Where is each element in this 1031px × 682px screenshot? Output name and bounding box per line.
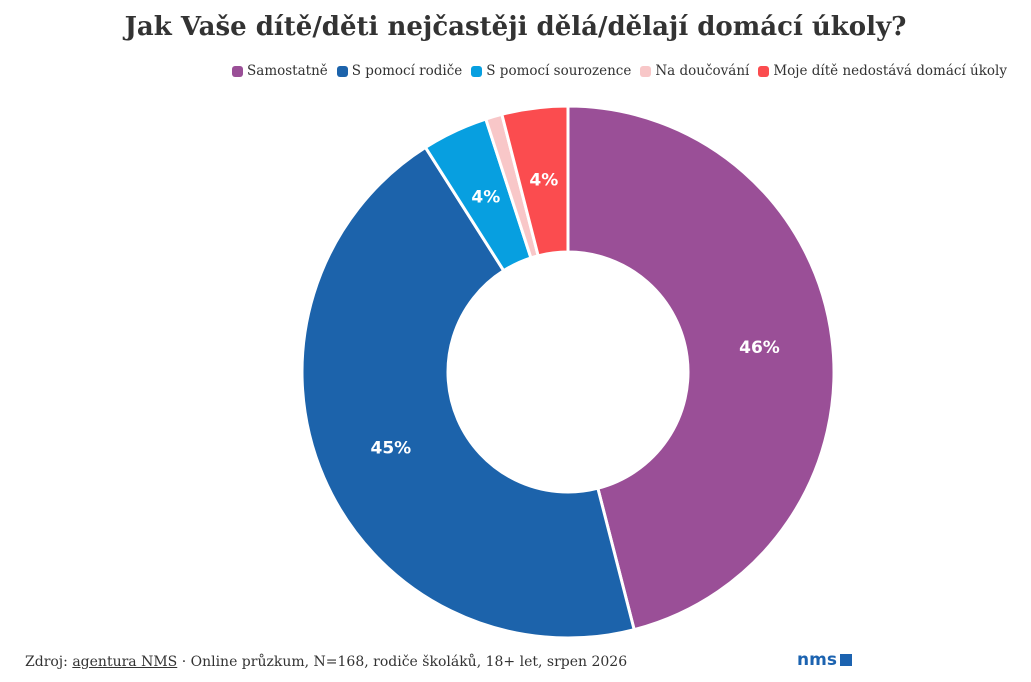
legend-item-s-pomoci-rodice[interactable]: S pomocí rodiče (336, 63, 463, 79)
footer-note: Online průzkum, N=168, rodiče školáků, 1… (190, 654, 628, 670)
legend-item-bez-ukolu[interactable]: Moje dítě nedostává domácí úkoly (758, 63, 1007, 79)
legend-swatch (758, 65, 770, 77)
source-link[interactable]: agentura NMS (72, 654, 178, 670)
legend-label: Na doučování (655, 63, 750, 79)
legend-swatch (640, 65, 652, 77)
legend-swatch (232, 65, 244, 77)
logo-square-icon (839, 654, 852, 666)
legend-swatch (336, 65, 348, 77)
data-label-1: 45% (371, 439, 412, 459)
data-label-4: 4% (529, 171, 558, 191)
source-prefix: Zdroj: (25, 654, 68, 670)
data-label-2: 4% (471, 187, 500, 207)
legend-item-samostatne[interactable]: Samostatně (232, 63, 328, 79)
donut-slice-0[interactable] (566, 104, 836, 632)
donut-slice-1[interactable] (300, 145, 636, 640)
nms-logo: nms (797, 650, 852, 670)
chart-title: Jak Vaše dítě/děti nejčastěji dělá/dělaj… (124, 12, 907, 42)
legend-item-s-pomoci-sourozence[interactable]: S pomocí sourozence (471, 63, 631, 79)
legend-label: S pomocí sourozence (486, 63, 632, 79)
legend-item-na-doucovani[interactable]: Na doučování (640, 63, 749, 79)
donut-labels: 46% 45% 4% 4% (371, 171, 780, 459)
legend-label: Moje dítě nedostává domácí úkoly (773, 63, 1007, 79)
donut-slice-4[interactable] (500, 104, 570, 258)
footer-separator: · (181, 654, 187, 670)
legend-label: Samostatně (247, 63, 328, 79)
legend-label: S pomocí rodiče (351, 63, 463, 79)
data-label-0: 46% (739, 338, 780, 358)
legend-swatch (471, 65, 483, 77)
logo-text: nms (797, 650, 837, 670)
chart-footer: Zdroj: agentura NMS · Online průzkum, N=… (25, 654, 627, 670)
donut-slices (300, 104, 836, 640)
chart-legend: Samostatně S pomocí rodiče S pomocí sour… (232, 63, 1007, 79)
